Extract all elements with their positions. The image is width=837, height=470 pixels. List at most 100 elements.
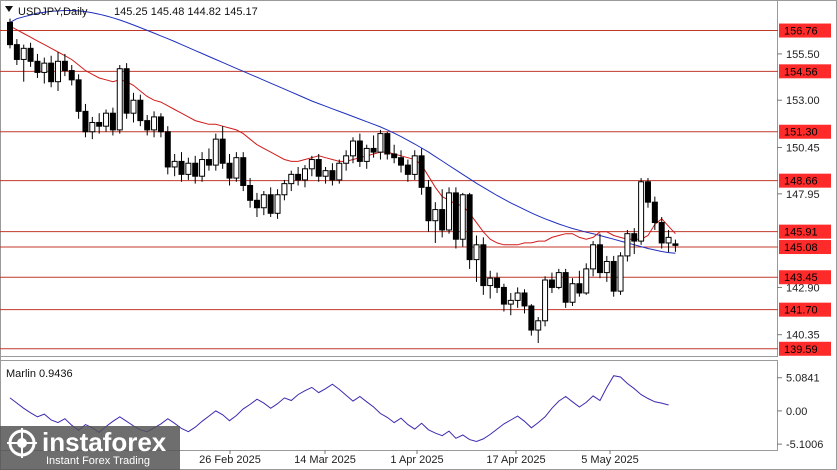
candle bbox=[644, 178, 651, 208]
level-badge bbox=[779, 124, 831, 139]
candle bbox=[446, 187, 453, 234]
price-tick-label: 150.45 bbox=[786, 142, 820, 154]
price-axis: 155.50 153.00 150.45 147.95 142.90 140.35 bbox=[777, 49, 820, 342]
candle bbox=[507, 292, 514, 316]
candle bbox=[617, 252, 624, 295]
candle bbox=[315, 153, 322, 182]
candle bbox=[452, 187, 459, 249]
candle bbox=[48, 55, 55, 88]
candle bbox=[247, 178, 254, 208]
candle bbox=[41, 57, 48, 84]
level-label: 141.70 bbox=[784, 305, 818, 317]
marlin-line bbox=[9, 375, 669, 443]
horizontal-levels: 156.76 154.56 151.30 148.66 145.91 145.08 143.… bbox=[0, 23, 831, 356]
candle bbox=[178, 152, 185, 182]
candle bbox=[116, 65, 123, 134]
candle bbox=[473, 235, 480, 282]
date-axis: 26 Feb 2025 14 Mar 2025 1 Apr 2025 17 Apr 2… bbox=[199, 450, 639, 466]
candle bbox=[432, 202, 439, 243]
candle bbox=[548, 272, 555, 293]
candle bbox=[624, 229, 631, 262]
candle bbox=[398, 150, 405, 173]
candle bbox=[75, 74, 82, 119]
date-tick-label: 17 Apr 2025 bbox=[486, 454, 545, 466]
candle bbox=[377, 129, 384, 160]
candle bbox=[583, 263, 590, 295]
candle bbox=[500, 283, 507, 312]
candle bbox=[137, 94, 144, 127]
candle bbox=[665, 229, 672, 253]
price-panel-border bbox=[0, 0, 778, 357]
candle bbox=[219, 126, 226, 169]
level-label: 145.08 bbox=[784, 242, 818, 254]
oscillator-panel-border bbox=[0, 360, 778, 451]
candle bbox=[466, 192, 473, 269]
candle bbox=[569, 278, 576, 306]
date-tick-label: 1 Apr 2025 bbox=[390, 454, 443, 466]
level-label: 154.56 bbox=[784, 66, 818, 78]
candle bbox=[199, 152, 206, 182]
candle bbox=[391, 144, 398, 164]
level-badge bbox=[779, 270, 831, 285]
symbol-timeframe: USDJPY,Daily bbox=[18, 6, 88, 18]
candle bbox=[7, 18, 13, 49]
candle bbox=[480, 237, 487, 295]
dropdown-triangle-icon[interactable] bbox=[5, 6, 13, 12]
level-badge bbox=[779, 341, 831, 356]
level-label: 148.66 bbox=[784, 176, 818, 188]
osc-tick-label: 5.0841 bbox=[786, 373, 820, 385]
price-tick-label: 142.90 bbox=[786, 282, 820, 294]
date-tick-label: 14 Mar 2025 bbox=[294, 454, 356, 466]
candle bbox=[130, 92, 137, 123]
candle bbox=[109, 107, 116, 136]
candle bbox=[535, 317, 542, 344]
level-label: 145.91 bbox=[784, 227, 818, 239]
candle bbox=[459, 192, 466, 247]
candle bbox=[562, 268, 569, 308]
candle bbox=[384, 131, 391, 160]
oscillator-series bbox=[9, 375, 669, 443]
candle bbox=[658, 216, 665, 249]
ohlc-values: 145.25 145.48 144.82 145.17 bbox=[114, 6, 258, 18]
candle bbox=[576, 270, 583, 297]
candle bbox=[233, 152, 240, 182]
candle bbox=[404, 159, 411, 182]
candle bbox=[542, 276, 549, 327]
candle bbox=[356, 133, 363, 167]
candle bbox=[205, 148, 212, 171]
level-badge bbox=[779, 64, 831, 79]
candle bbox=[123, 63, 130, 119]
candle bbox=[439, 189, 446, 238]
candle bbox=[164, 126, 171, 175]
date-tick-label: 5 May 2025 bbox=[581, 454, 638, 466]
candle bbox=[157, 113, 164, 138]
candle bbox=[603, 255, 610, 282]
osc-tick-label: 0.00 bbox=[786, 406, 807, 418]
candle bbox=[61, 53, 68, 77]
candle bbox=[528, 304, 535, 336]
candle bbox=[411, 150, 418, 180]
candle bbox=[288, 170, 295, 192]
instaforex-watermark: instaforex Instant Forex Trading bbox=[0, 426, 180, 470]
candle bbox=[418, 148, 425, 195]
price-tick-label: 147.95 bbox=[786, 189, 820, 201]
candle bbox=[555, 268, 562, 290]
candle bbox=[514, 287, 521, 308]
candle bbox=[267, 187, 274, 217]
candle bbox=[295, 166, 302, 186]
candle bbox=[370, 135, 377, 158]
candle bbox=[260, 191, 267, 216]
candle bbox=[494, 272, 501, 293]
candle bbox=[308, 155, 315, 177]
candle bbox=[329, 163, 336, 186]
price-tick-label: 155.50 bbox=[786, 49, 820, 61]
level-badge bbox=[779, 173, 831, 188]
candle bbox=[301, 165, 308, 188]
candle bbox=[281, 179, 288, 201]
instaforex-logo-icon bbox=[7, 428, 37, 458]
candle bbox=[638, 178, 645, 245]
candle bbox=[185, 157, 192, 180]
candle bbox=[34, 53, 41, 78]
candle bbox=[55, 52, 62, 91]
